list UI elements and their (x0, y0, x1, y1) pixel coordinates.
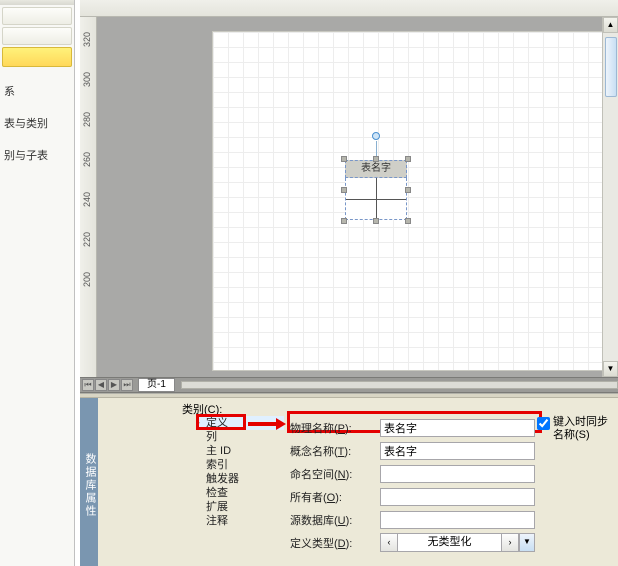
owner-input[interactable] (380, 488, 535, 506)
sidebar-item-0[interactable]: 系 (2, 75, 72, 107)
combo-prev-icon[interactable]: ‹ (380, 533, 398, 552)
scroll-down-icon[interactable]: ▼ (603, 361, 618, 377)
combo-next-icon[interactable]: › (501, 533, 519, 552)
panel-vertical-tab[interactable]: 数据库属性 (80, 398, 98, 566)
sourcedb-input[interactable] (380, 511, 535, 529)
resize-handle[interactable] (373, 218, 379, 224)
nav-prev-icon[interactable]: ◀ (95, 379, 107, 391)
combo-dropdown-icon[interactable]: ▼ (519, 533, 535, 552)
ruler-horizontal (80, 0, 618, 17)
resize-handle[interactable] (405, 187, 411, 193)
resize-handle[interactable] (373, 156, 379, 162)
tree-item[interactable]: 检查 (196, 486, 284, 500)
concept-name-input[interactable] (380, 442, 535, 460)
sync-names-label: 键入时同步名称(S) (553, 416, 608, 442)
deftype-value: 无类型化 (398, 533, 501, 552)
entity-shape[interactable]: 表名字 (345, 160, 407, 220)
category-tree[interactable]: 定义 列 主 ID 索引 触发器 检查 扩展 注释 (196, 416, 284, 528)
scroll-up-icon[interactable]: ▲ (603, 17, 618, 33)
sidebar-item-1[interactable]: 表与类别 (2, 107, 72, 139)
rotation-handle[interactable] (372, 132, 380, 140)
nav-first-icon[interactable]: ⏮ (82, 379, 94, 391)
category-label: 类别(C): (182, 401, 222, 417)
entity-shape-body[interactable] (345, 178, 407, 220)
sync-names-checkbox[interactable] (537, 417, 550, 430)
sidebar-item-2[interactable]: 别与子表 (2, 139, 72, 171)
drawing-page[interactable]: 表名字 (212, 31, 607, 371)
properties-panel: 数据库属性 类别(C): 定义 列 主 ID 索引 触发器 检查 扩展 注释 物… (80, 393, 618, 566)
sourcedb-label: 源数据库(U): (290, 512, 380, 528)
vertical-scrollbar[interactable]: ▲ ▼ (602, 17, 618, 377)
ruler-vertical: 320 300 280 260 240 220 200 (80, 17, 97, 377)
scroll-thumb[interactable] (605, 37, 617, 97)
deftype-combo[interactable]: ‹ 无类型化 › ▼ (380, 533, 535, 552)
tree-item[interactable]: 列 (196, 430, 284, 444)
resize-handle[interactable] (341, 218, 347, 224)
physical-name-input[interactable] (380, 419, 535, 437)
sidebar-btn-1[interactable] (2, 7, 72, 25)
shapes-sidebar: 系 表与类别 别与子表 (0, 0, 75, 566)
concept-name-label: 概念名称(T): (290, 443, 380, 459)
page-tab-1[interactable]: 页-1 (138, 378, 175, 392)
drawing-canvas[interactable]: 表名字 (97, 17, 618, 377)
deftype-label: 定义类型(D): (290, 535, 380, 551)
resize-handle[interactable] (405, 156, 411, 162)
owner-label: 所有者(O): (290, 489, 380, 505)
physical-name-label: 物理名称(P): (290, 420, 380, 436)
sidebar-btn-2[interactable] (2, 27, 72, 45)
nav-next-icon[interactable]: ▶ (108, 379, 120, 391)
tree-item[interactable]: 主 ID (196, 444, 284, 458)
tree-item[interactable]: 注释 (196, 514, 284, 528)
resize-handle[interactable] (341, 156, 347, 162)
resize-handle[interactable] (341, 187, 347, 193)
namespace-label: 命名空间(N): (290, 466, 380, 482)
horizontal-scrollbar[interactable] (181, 381, 618, 389)
sync-names-checkbox-wrap[interactable]: 键入时同步名称(S) (537, 416, 608, 442)
namespace-input[interactable] (380, 465, 535, 483)
tree-item[interactable]: 触发器 (196, 472, 284, 486)
entity-shape-title[interactable]: 表名字 (345, 160, 407, 178)
annotation-arrow (248, 420, 288, 428)
tree-item[interactable]: 扩展 (196, 500, 284, 514)
resize-handle[interactable] (405, 218, 411, 224)
tree-item[interactable]: 索引 (196, 458, 284, 472)
nav-last-icon[interactable]: ⏭ (121, 379, 133, 391)
page-tab-strip: ⏮ ◀ ▶ ⏭ 页-1 (80, 377, 618, 393)
sidebar-btn-selected[interactable] (2, 47, 72, 67)
